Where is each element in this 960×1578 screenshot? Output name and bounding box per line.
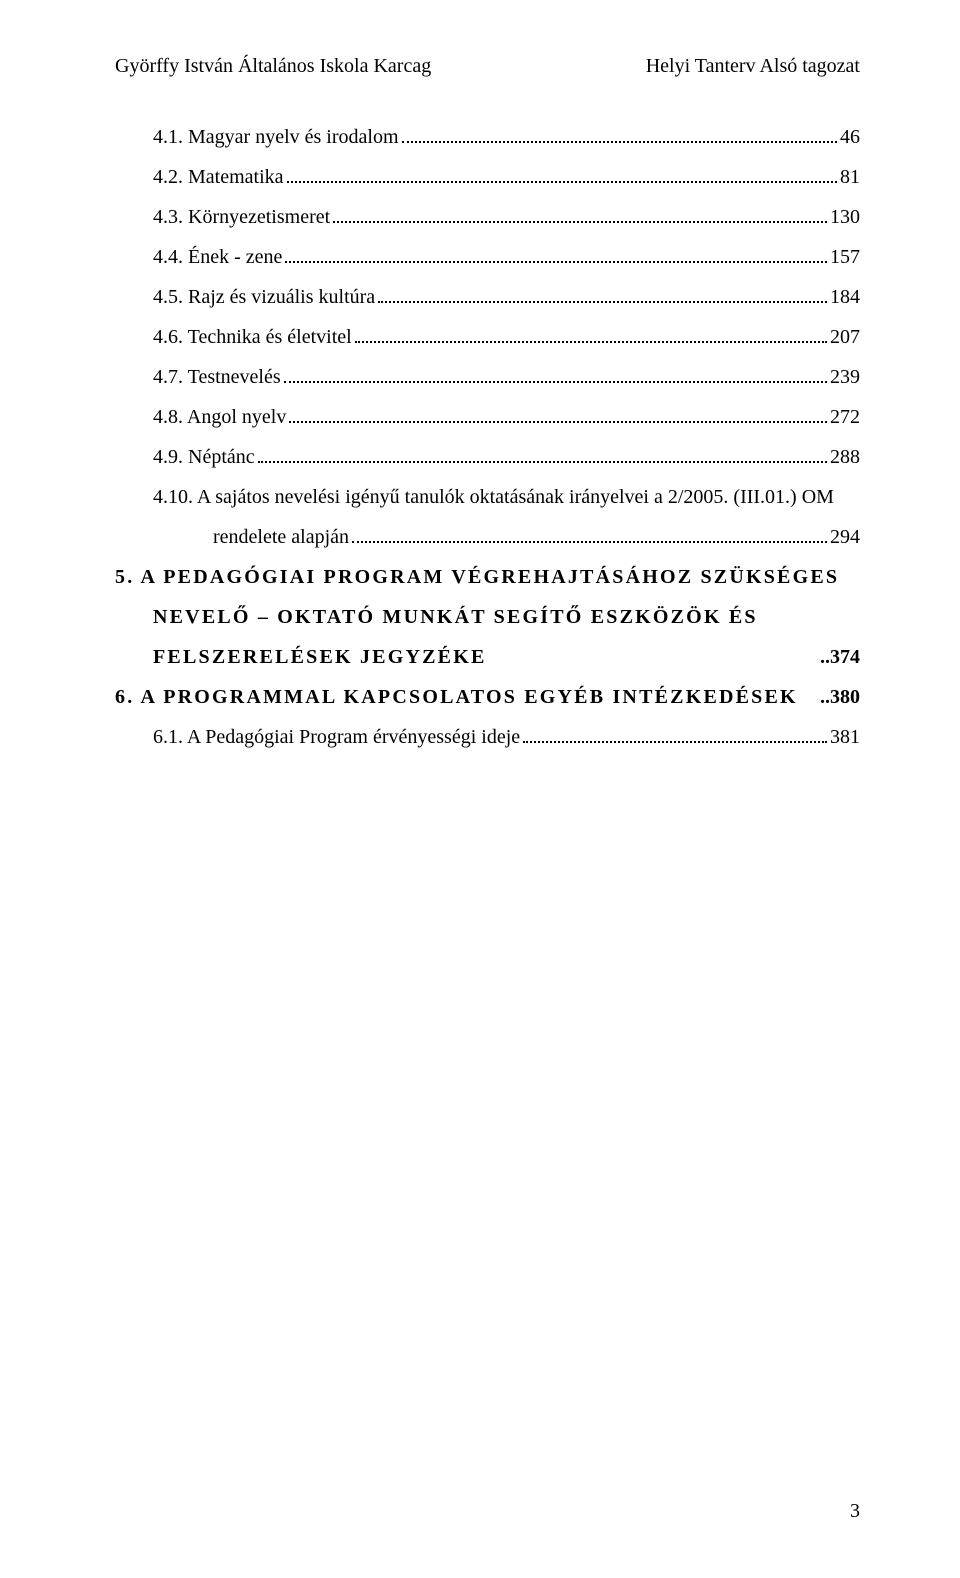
toc-label: 6.1. A Pedagógiai Program érvényességi i… [153, 718, 520, 756]
toc-label: 5. A PEDAGÓGIAI PROGRAM VÉGREHAJTÁSÁHOZ … [115, 558, 839, 596]
toc-leader-dots [355, 341, 827, 343]
toc-row: rendelete alapján 294 [115, 518, 860, 556]
toc-row: 4.7. Testnevelés 239 [115, 358, 860, 396]
toc-row: 4.2. Matematika 81 [115, 158, 860, 196]
header-right: Helyi Tanterv Alsó tagozat [646, 55, 860, 78]
toc-label: 4.9. Néptánc [153, 438, 255, 476]
toc-label: 4.4. Ének - zene [153, 238, 282, 276]
toc-leader-dots [284, 381, 827, 383]
toc-leader-dots [523, 741, 827, 743]
page-header: Györffy István Általános Iskola Karcag H… [115, 55, 860, 78]
toc-label: 4.7. Testnevelés [153, 358, 281, 396]
toc-leader-dots [333, 221, 827, 223]
toc-row: 4.3. Környezetismeret 130 [115, 198, 860, 236]
toc-row: 4.6. Technika és életvitel 207 [115, 318, 860, 356]
toc-row: FELSZERELÉSEK JEGYZÉKE ..374 [115, 638, 860, 676]
toc-leader-dots [378, 301, 827, 303]
toc-row: NEVELŐ – OKTATÓ MUNKÁT SEGÍTŐ ESZKÖZÖK É… [115, 598, 860, 636]
toc-row: 4.8. Angol nyelv 272 [115, 398, 860, 436]
toc-page: 272 [830, 398, 860, 436]
toc-label: FELSZERELÉSEK JEGYZÉKE [153, 638, 487, 676]
toc-leader-dots [289, 421, 827, 423]
toc-page: 381 [830, 718, 860, 756]
toc-label: 4.8. Angol nyelv [153, 398, 286, 436]
toc-row: 4.9. Néptánc 288 [115, 438, 860, 476]
header-left: Györffy István Általános Iskola Karcag [115, 55, 431, 78]
toc-page: 130 [830, 198, 860, 236]
page-number: 3 [850, 1500, 860, 1523]
toc-leader-dots [258, 461, 827, 463]
toc-leader-dots [287, 181, 837, 183]
toc-row: 5. A PEDAGÓGIAI PROGRAM VÉGREHAJTÁSÁHOZ … [115, 558, 860, 596]
toc-page: 81 [840, 158, 860, 196]
toc-leader-dots [352, 541, 827, 543]
toc-page: 294 [830, 518, 860, 556]
table-of-contents: 4.1. Magyar nyelv és irodalom464.2. Mate… [115, 118, 860, 756]
toc-page: 184 [830, 278, 860, 316]
toc-label: rendelete alapján [213, 518, 349, 556]
toc-page: 207 [830, 318, 860, 356]
toc-label: 4.10. A sajátos nevelési igényű tanulók … [153, 478, 834, 516]
toc-page: ..374 [820, 638, 860, 676]
toc-row: 6. A PROGRAMMAL KAPCSOLATOS EGYÉB INTÉZK… [115, 678, 860, 716]
toc-row: 4.4. Ének - zene 157 [115, 238, 860, 276]
toc-row: 6.1. A Pedagógiai Program érvényességi i… [115, 718, 860, 756]
toc-row: 4.5. Rajz és vizuális kultúra 184 [115, 278, 860, 316]
toc-label: 4.2. Matematika [153, 158, 284, 196]
toc-label: 4.5. Rajz és vizuális kultúra [153, 278, 375, 316]
toc-label: 6. A PROGRAMMAL KAPCSOLATOS EGYÉB INTÉZK… [115, 678, 798, 716]
toc-page: 46 [840, 118, 860, 156]
toc-page: 157 [830, 238, 860, 276]
toc-leader-dots [285, 261, 827, 263]
toc-label: NEVELŐ – OKTATÓ MUNKÁT SEGÍTŐ ESZKÖZÖK É… [153, 598, 758, 636]
toc-page: 288 [830, 438, 860, 476]
toc-leader-dots [402, 141, 838, 143]
toc-page: 239 [830, 358, 860, 396]
toc-label: 4.1. Magyar nyelv és irodalom [153, 118, 399, 156]
toc-row: 4.10. A sajátos nevelési igényű tanulók … [115, 478, 860, 516]
toc-page: ..380 [820, 678, 860, 716]
toc-row: 4.1. Magyar nyelv és irodalom 46 [115, 118, 860, 156]
toc-label: 4.6. Technika és életvitel [153, 318, 352, 356]
toc-label: 4.3. Környezetismeret [153, 198, 330, 236]
